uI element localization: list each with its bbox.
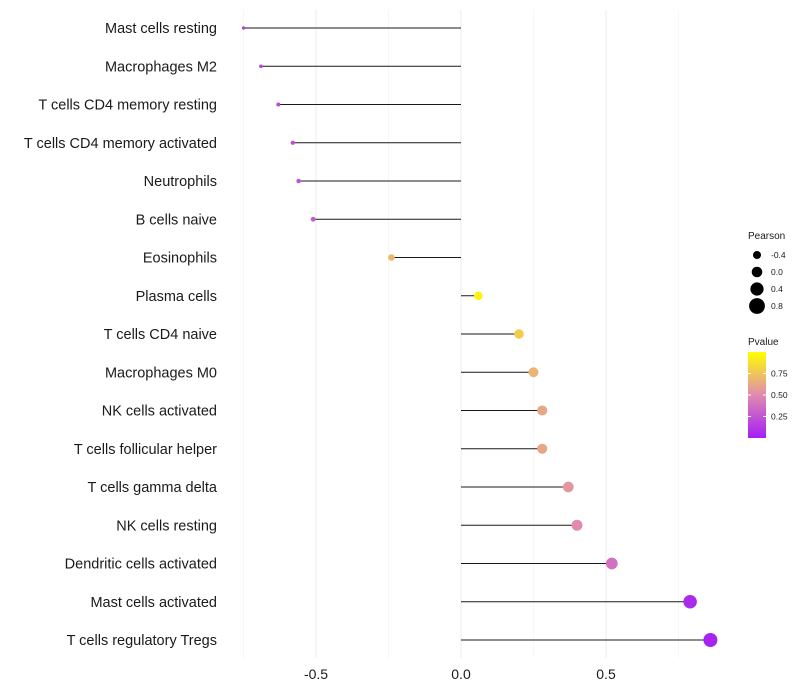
category-label: Mast cells activated xyxy=(90,595,217,611)
color-legend-bar xyxy=(748,352,766,438)
lollipop-point xyxy=(703,633,718,647)
category-label: Plasma cells xyxy=(136,289,217,305)
category-label: Dendritic cells activated xyxy=(65,557,217,573)
color-legend-items: 0.25 0.50 0.75 xyxy=(748,369,788,422)
legend: Pearson -0.4 0.0 0.4 0.8 Pvalue 0.25 0.50 0.7… xyxy=(748,231,788,438)
lollipop-point xyxy=(571,519,583,531)
size-legend-title: Pearson xyxy=(748,231,785,242)
lollipop-point xyxy=(276,102,281,107)
category-label: T cells CD4 naive xyxy=(104,327,217,343)
category-label: Macrophages M2 xyxy=(105,59,217,75)
color-legend-title: Pvalue xyxy=(748,337,779,348)
category-label: B cells naive xyxy=(136,212,217,228)
category-label: NK cells activated xyxy=(102,404,217,420)
lollipop-point xyxy=(296,178,301,184)
category-label: T cells regulatory Tregs xyxy=(67,633,217,649)
color-legend-label: 0.50 xyxy=(771,390,788,400)
color-legend-label: 0.75 xyxy=(771,369,788,379)
category-label: Eosinophils xyxy=(143,251,217,267)
x-tick-label: 0.5 xyxy=(596,666,616,682)
grid-layer xyxy=(243,10,679,658)
x-tick-label: 0.0 xyxy=(451,666,471,682)
lollipop-point xyxy=(290,140,295,145)
lollipop-point xyxy=(528,367,539,378)
lollipop-point xyxy=(241,26,246,30)
category-label: T cells CD4 memory activated xyxy=(24,136,217,152)
category-label: Mast cells resting xyxy=(105,21,217,37)
x-axis-ticks: -0.5 0.0 0.5 xyxy=(304,666,616,682)
size-legend-items: -0.4 0.0 0.4 0.8 xyxy=(749,250,786,314)
lollipop-point xyxy=(388,254,395,261)
category-label: T cells follicular helper xyxy=(74,442,217,458)
lollipop-point xyxy=(683,594,697,609)
x-tick-label: -0.5 xyxy=(304,666,328,682)
category-label: Neutrophils xyxy=(144,174,217,190)
lollipop-point xyxy=(474,291,483,301)
category-label: T cells CD4 memory resting xyxy=(38,98,217,114)
size-legend-key xyxy=(750,282,764,296)
size-legend-label: 0.4 xyxy=(771,284,783,294)
size-legend-label: 0.8 xyxy=(771,301,783,311)
category-labels: Mast cells resting Macrophages M2 T cells … xyxy=(24,21,218,649)
size-legend-label: 0.0 xyxy=(771,267,783,277)
color-legend-label: 0.25 xyxy=(771,412,788,422)
size-legend-key xyxy=(753,251,761,259)
size-legend-key xyxy=(751,266,763,278)
lollipop-point xyxy=(562,481,574,493)
lollipop-point xyxy=(514,329,524,339)
size-legend-label: -0.4 xyxy=(771,250,786,260)
stem-layer xyxy=(243,27,711,641)
lollipop-point xyxy=(310,216,316,222)
point-layer xyxy=(241,26,718,647)
size-legend-key xyxy=(749,298,765,314)
lollipop-point xyxy=(537,443,548,454)
lollipop-point xyxy=(259,64,263,69)
category-label: Macrophages M0 xyxy=(105,365,217,381)
category-label: NK cells resting xyxy=(116,518,217,534)
category-label: T cells gamma delta xyxy=(88,480,218,496)
lollipop-point xyxy=(605,557,618,570)
lollipop-point xyxy=(537,405,548,416)
